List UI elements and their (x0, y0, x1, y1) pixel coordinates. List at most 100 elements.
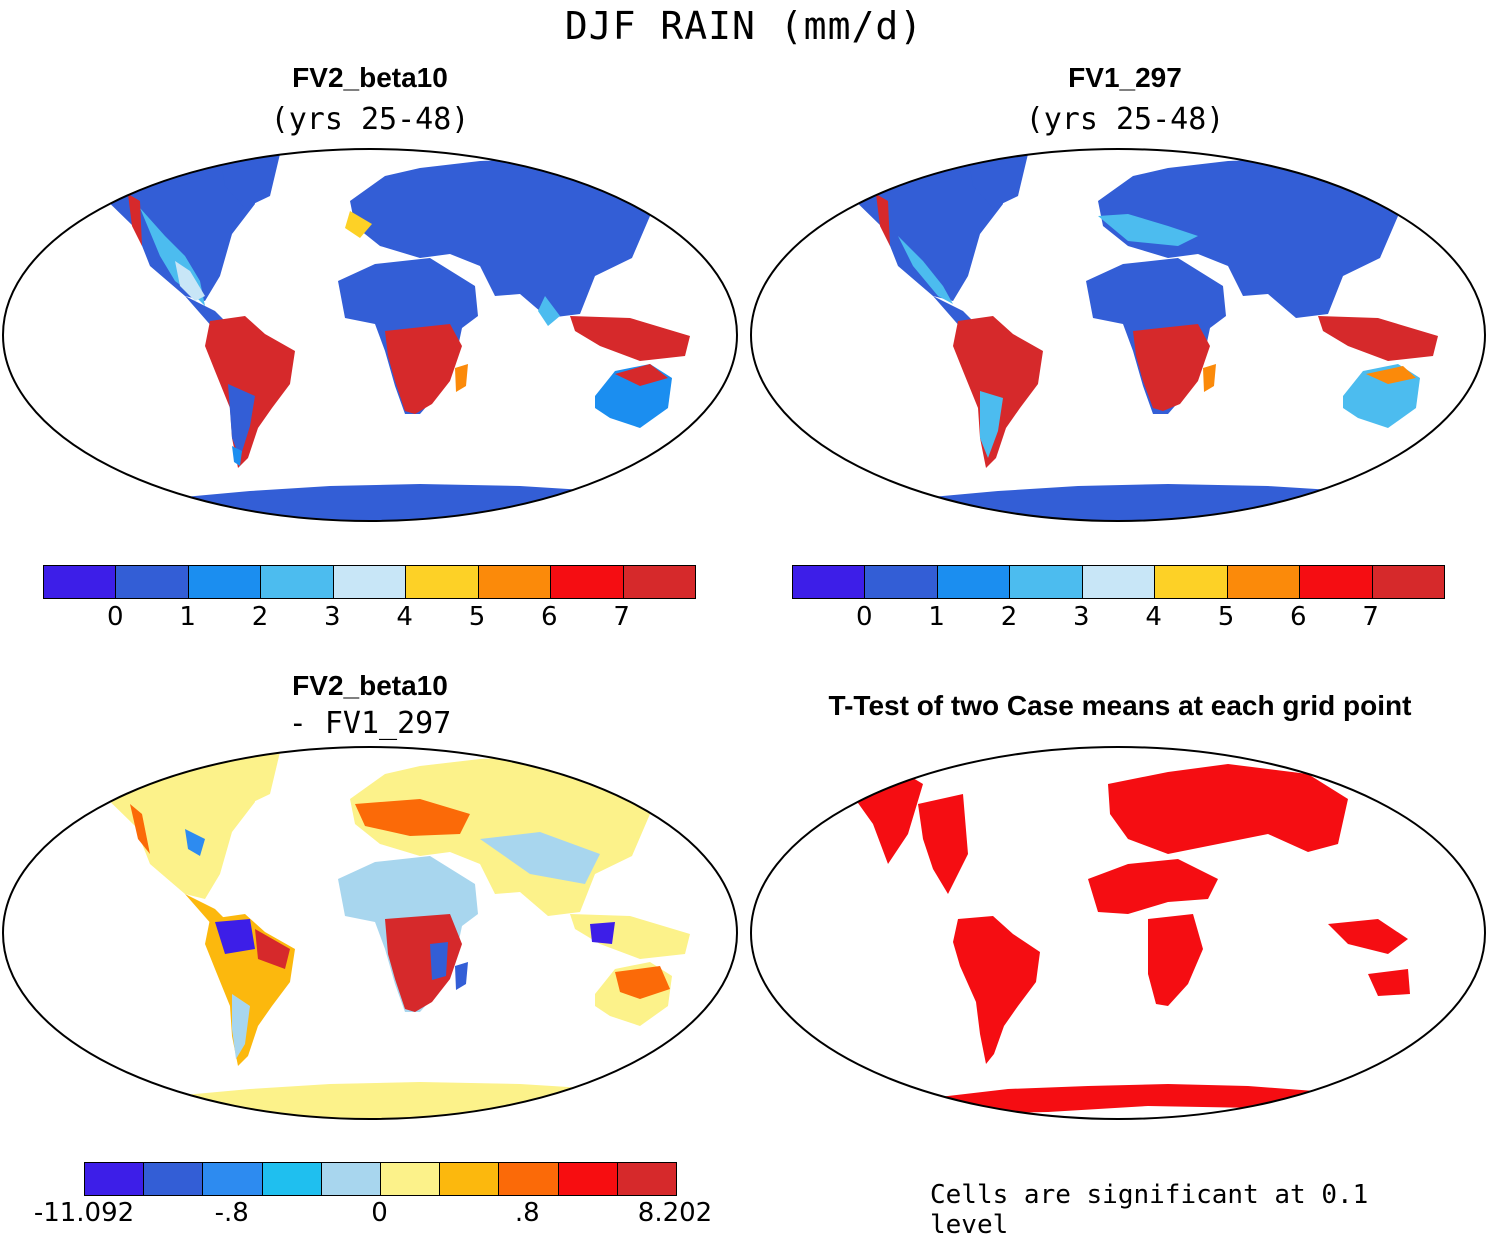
colorbar-swatch (793, 566, 866, 598)
map-border (750, 746, 1486, 1120)
colorbar-swatch (1372, 566, 1444, 598)
colorbar-label: 2 (1000, 602, 1018, 632)
colorbar-swatch (1227, 566, 1301, 598)
sig-australia (1368, 969, 1410, 996)
land-europe (1098, 214, 1198, 246)
colorbar-swatch (440, 1163, 500, 1195)
colorbar-top-left-labels: 0 1 2 3 4 5 6 7 (0, 602, 740, 632)
colorbar-label: 6 (541, 602, 558, 632)
colorbar-label: 7 (613, 602, 630, 632)
map-border (2, 746, 738, 1120)
colorbar-label: 3 (1073, 602, 1090, 632)
colorbar-swatch (865, 566, 938, 598)
land-madagascar (455, 962, 468, 990)
colorbar-label: 0 (107, 602, 124, 632)
map-border (750, 148, 1486, 522)
land-antarctica (751, 484, 1485, 521)
land-sa-south (228, 384, 255, 458)
colorbar-swatch (44, 566, 117, 598)
land-madagascar (1203, 364, 1216, 392)
land-central-asia (480, 832, 600, 884)
land-greenland (220, 154, 280, 208)
land-maritime-continent (570, 914, 690, 959)
colorbar-swatch (144, 1163, 204, 1195)
panel-subtitle-bottom-left: - FV1_297 (288, 706, 452, 741)
sig-north-africa (1088, 859, 1218, 914)
land-africa-south (385, 324, 462, 414)
colorbar-label: 0 (856, 602, 873, 632)
land-madagascar (455, 364, 468, 392)
land-maritime-continent (570, 316, 690, 361)
colorbar-swatch (321, 1163, 382, 1195)
colorbar-label: 6 (1290, 602, 1307, 632)
land-europe-west (345, 211, 372, 238)
land-na-east (898, 236, 953, 304)
colorbar-swatch (1010, 566, 1083, 598)
colorbar-label: .8 (514, 1198, 540, 1228)
land-na-se (175, 261, 205, 301)
colorbar-bottom-left-labels: -11.092 -.8 0 .8 8.202 (0, 1198, 740, 1228)
land-greenland (220, 752, 280, 806)
land-sa-south (232, 994, 250, 1059)
land-na-east (185, 829, 205, 856)
land-australia-north (615, 364, 668, 386)
colorbar-swatch (937, 566, 1011, 598)
colorbar-label: 1 (179, 602, 196, 632)
colorbar-label: 3 (324, 602, 341, 632)
sig-south-america (953, 916, 1040, 1064)
colorbar-swatch (1155, 566, 1228, 598)
land-europe (355, 799, 470, 836)
land-africa-south (385, 914, 462, 1012)
colorbar-swatch (333, 566, 407, 598)
land-amazon (215, 919, 255, 954)
colorbar-swatch (261, 566, 334, 598)
land-antarctica (3, 484, 737, 521)
land-se-asia (538, 296, 560, 326)
panel-title-bottom-right: T-Test of two Case means at each grid po… (828, 690, 1412, 721)
figure-title: DJF RAIN (mm/d) (564, 4, 924, 48)
land-eurasia (1098, 158, 1398, 318)
sig-eurasia (1108, 764, 1348, 854)
sig-na-west (848, 769, 923, 864)
colorbar-label: 8.202 (637, 1198, 713, 1228)
panel-title-top-left: FV2_beta10 (292, 62, 448, 93)
panel-title-top-right: FV1_297 (1068, 62, 1182, 93)
colorbar-label: -.8 (214, 1198, 249, 1228)
colorbar-swatch (381, 1163, 441, 1195)
land-antarctica (3, 1082, 737, 1119)
land-na-west-coast (876, 194, 890, 246)
colorbar-swatch (188, 566, 262, 598)
colorbar-label: 5 (1217, 602, 1235, 632)
colorbar-swatch (203, 1163, 263, 1195)
land-borneo (590, 922, 615, 944)
colorbar-swatch (623, 566, 695, 598)
significance-note: Cells are significant at 0.1 level (930, 1180, 1369, 1240)
sig-maritime (1328, 919, 1408, 954)
sig-southern-africa (1148, 914, 1203, 1006)
land-na-west-coast (130, 804, 150, 854)
map-top-right (750, 148, 1486, 522)
colorbar-label: -11.092 (33, 1198, 135, 1228)
land-south-america (953, 316, 1043, 468)
sig-na-east (918, 794, 968, 894)
colorbar-bottom-left (84, 1162, 677, 1196)
panel-subtitle-top-right: (yrs 25-48) (1025, 102, 1225, 137)
colorbar-top-left (43, 565, 696, 599)
colorbar-label: 0 (371, 1198, 388, 1228)
land-na-west-coast (128, 194, 142, 246)
land-sa-tip (232, 446, 242, 466)
land-africa-south (1133, 324, 1210, 411)
colorbar-swatch (499, 1163, 559, 1195)
map-bottom-right (750, 746, 1486, 1120)
colorbar-swatch (262, 1163, 322, 1195)
colorbar-swatch (558, 1163, 618, 1195)
colorbar-label: 4 (1145, 602, 1162, 632)
land-africa-east (430, 942, 448, 980)
land-sa-south (980, 391, 1003, 458)
colorbar-swatch (1082, 566, 1156, 598)
land-eurasia (350, 158, 650, 318)
colorbar-label: 4 (396, 602, 413, 632)
colorbar-swatch (406, 566, 479, 598)
colorbar-label: 2 (251, 602, 269, 632)
map-bottom-left (2, 746, 738, 1120)
